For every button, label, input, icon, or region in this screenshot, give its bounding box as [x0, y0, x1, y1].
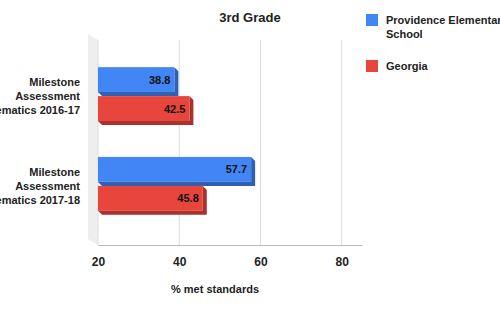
- legend-label: Providence ElementarySchool: [386, 14, 500, 40]
- tick: 60: [254, 245, 268, 269]
- grid-line: [260, 40, 261, 245]
- title: 3rd Grade: [219, 10, 280, 25]
- tick: 80: [336, 245, 350, 269]
- legend-label: Georgia: [386, 60, 428, 72]
- chart: 3rd Grade 38.8 57.7 42.5 45.8 20 40 60 80 % met s…: [0, 0, 500, 309]
- x-axis-title: % met standards: [171, 283, 259, 295]
- data-labels: 38.8 57.7 42.5 45.8: [149, 74, 247, 205]
- bar-side: [98, 186, 207, 215]
- bars: [98, 67, 255, 215]
- tick: 40: [173, 245, 187, 269]
- tick-label: 20: [92, 255, 106, 269]
- axis-line: [99, 245, 363, 246]
- data-label: 42.5: [164, 103, 185, 115]
- y-axis: MilestoneAssessmentMathematics 2016-17 Mi…: [0, 76, 80, 206]
- grid-line: [341, 40, 342, 245]
- data-label: 38.8: [149, 74, 170, 86]
- wall: [88, 34, 98, 245]
- bar: [98, 67, 174, 92]
- bar-side: [98, 67, 178, 96]
- legend-swatch: [366, 60, 378, 72]
- data-label: 45.8: [177, 192, 198, 204]
- tick-label: 80: [336, 255, 350, 269]
- bar: [98, 96, 189, 121]
- tick: 20: [92, 245, 106, 269]
- tick-label: 60: [254, 255, 268, 269]
- tick-label: 40: [173, 255, 187, 269]
- bar: [98, 157, 251, 182]
- grid: [98, 40, 342, 245]
- category-label: MilestoneAssessmentMathematics 2016-17: [0, 76, 80, 116]
- bar-side: [98, 157, 255, 186]
- bar-side: [98, 96, 193, 125]
- bar: [98, 186, 203, 211]
- legend: Providence ElementarySchool Georgia: [366, 14, 500, 72]
- legend-swatch: [366, 14, 378, 26]
- data-label: 57.7: [226, 163, 247, 175]
- category-label: MilestoneAssessmentMathematics 2017-18: [0, 166, 80, 206]
- x-axis: 20 40 60 80: [92, 245, 363, 269]
